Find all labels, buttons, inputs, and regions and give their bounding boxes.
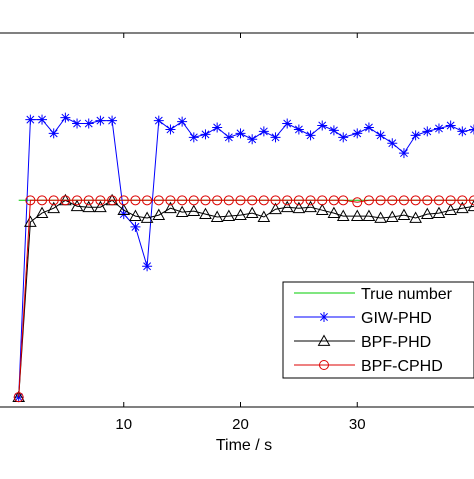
legend-label: True number (361, 286, 453, 303)
x-tick-label: 20 (232, 416, 249, 433)
data-point (282, 119, 292, 129)
data-point (259, 126, 269, 136)
data-point (95, 116, 105, 126)
data-point (165, 124, 175, 134)
data-point (294, 124, 304, 134)
x-tick-label: 10 (115, 416, 132, 433)
data-point (212, 122, 222, 132)
legend-label: BPF-PHD (361, 334, 431, 351)
data-point (434, 123, 444, 133)
data-point (236, 128, 246, 138)
legend-label: GIW-PHD (361, 310, 432, 327)
data-point (338, 132, 348, 142)
legend-label: BPF-CPHD (361, 358, 443, 375)
data-point (142, 261, 152, 271)
data-point (154, 116, 164, 126)
legend-marker (319, 312, 329, 322)
data-point (317, 121, 327, 131)
data-point (399, 148, 409, 158)
data-point (457, 126, 467, 136)
data-point (422, 126, 432, 136)
data-point (376, 130, 386, 140)
data-point (130, 222, 140, 232)
data-point (352, 128, 362, 138)
data-point (37, 115, 47, 125)
data-point (189, 132, 199, 142)
data-point (177, 117, 187, 127)
data-point (72, 119, 82, 129)
x-tick-label: 30 (349, 416, 366, 433)
data-point (329, 125, 339, 135)
data-point (49, 128, 59, 138)
data-point (247, 134, 257, 144)
data-point (107, 116, 117, 126)
data-point (306, 130, 316, 140)
data-point (411, 130, 421, 140)
data-point (271, 132, 281, 142)
data-point (200, 129, 210, 139)
data-point (364, 122, 374, 132)
data-point (224, 132, 234, 142)
data-point (60, 113, 70, 123)
x-axis-label: Time / s (216, 437, 272, 454)
legend: True number GIW-PHD BPF-PHD BPF-CPHD (283, 282, 474, 378)
data-point (25, 115, 35, 125)
data-point (446, 121, 456, 131)
data-point (387, 138, 397, 148)
data-point (84, 119, 94, 129)
